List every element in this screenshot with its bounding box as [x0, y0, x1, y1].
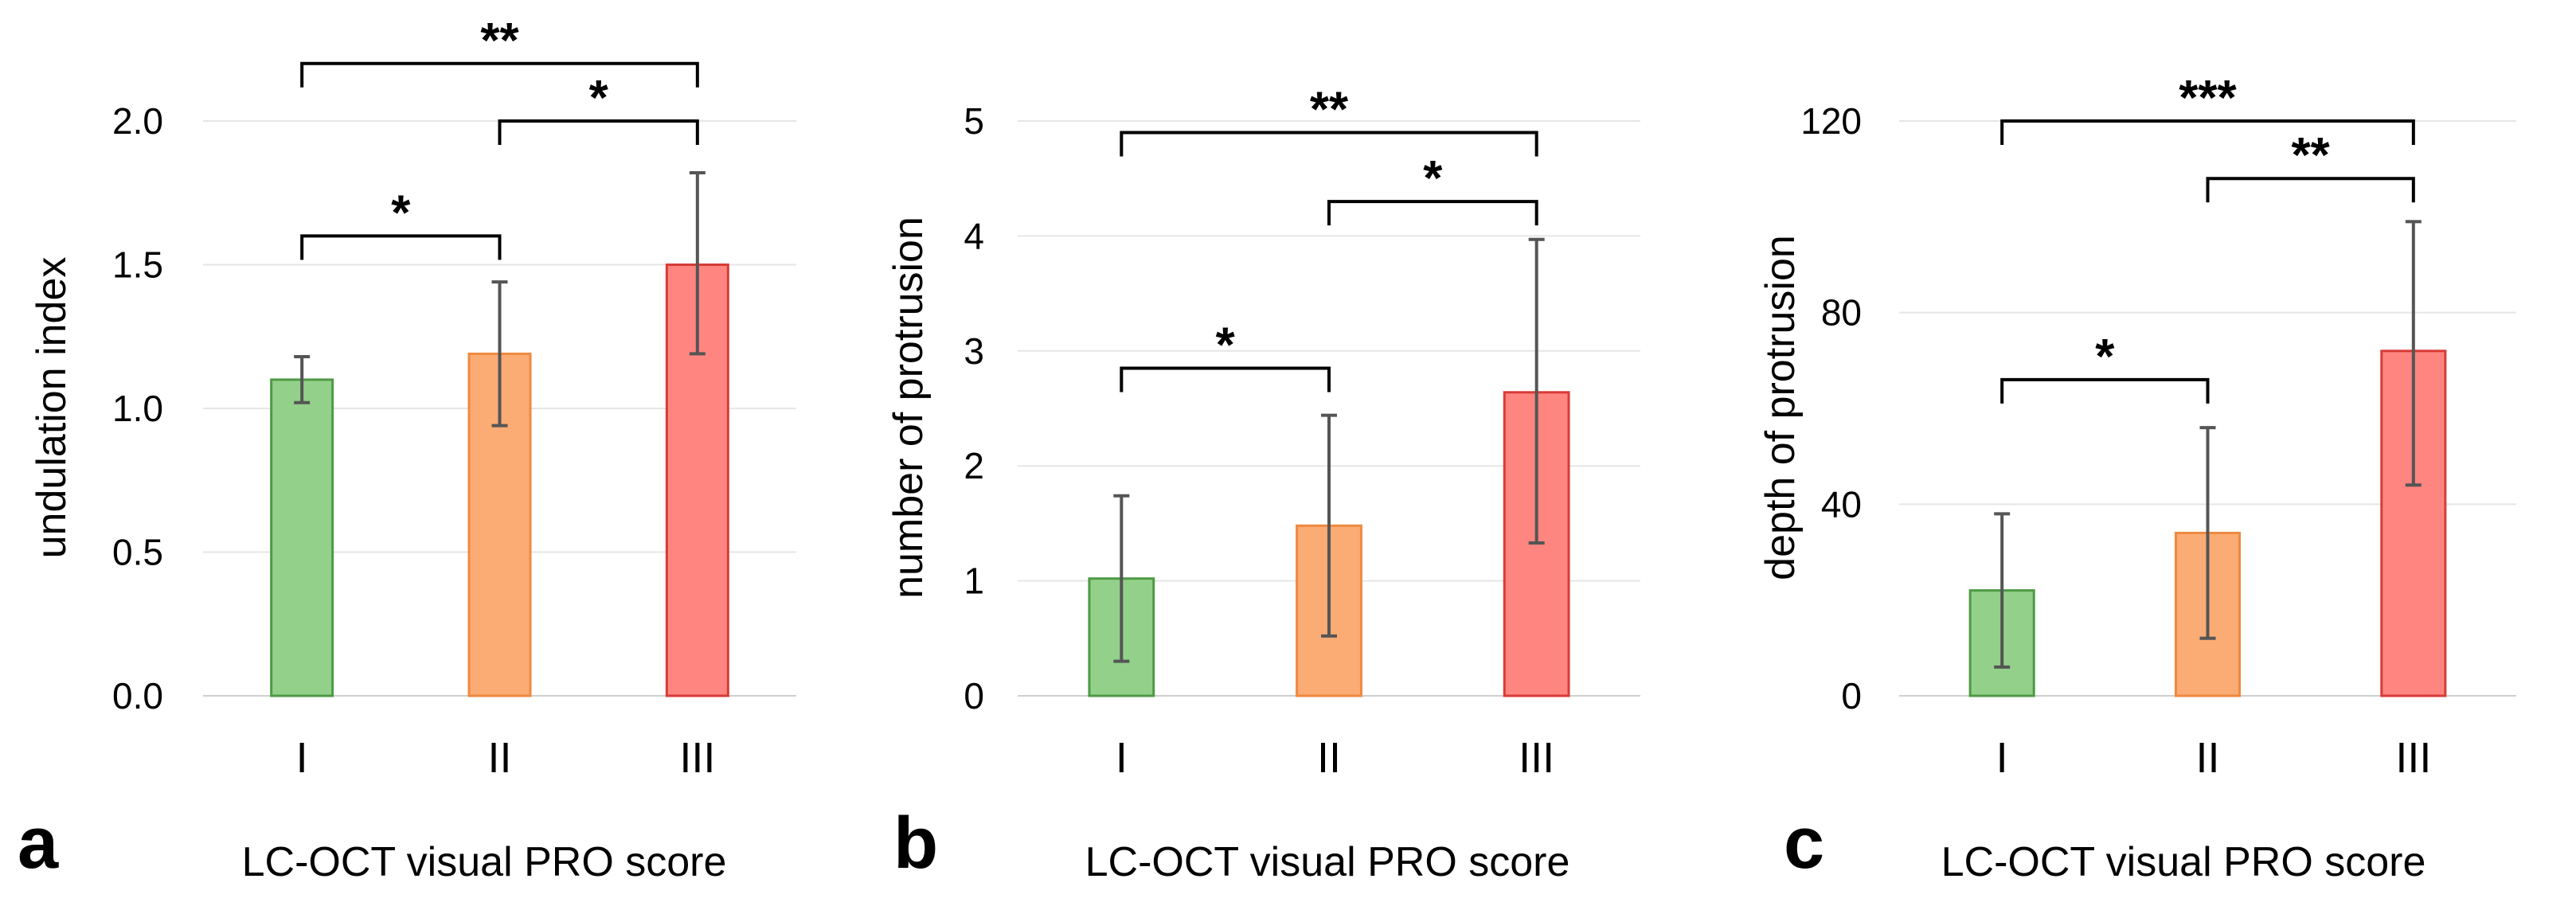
- panel-a-y-axis-label: undulation index: [29, 257, 75, 559]
- panel-b-significance-bracket: [1120, 131, 1538, 157]
- panel-a-y-tick-label: 0.5: [112, 532, 163, 573]
- panel-a-y-tick-label: 1.5: [112, 244, 163, 286]
- panel-b-y-tick-label: 2: [964, 445, 984, 486]
- panel-c-y-tick-label: 40: [1821, 483, 1862, 525]
- panel-a-significance-bracket: [300, 234, 502, 260]
- panel-b-x-axis-label: LC-OCT visual PRO score: [1085, 839, 1570, 885]
- panel-c-y-axis-label: depth of protrusion: [1757, 235, 1804, 580]
- panel-b-significance-label: *: [1423, 151, 1443, 206]
- panel-c-category-label: II: [2195, 734, 2219, 782]
- panel-b: b LC-OCT visual PRO score number of prot…: [885, 82, 1640, 885]
- panel-b-y-tick-label: 3: [964, 330, 984, 372]
- panel-c-significance-bracket: [2000, 377, 2210, 404]
- panel-b-category-label: III: [1519, 734, 1554, 782]
- panel-c-category-label: III: [2395, 734, 2431, 782]
- panel-a-category-label: III: [679, 734, 715, 782]
- panel-a-bar-I: [270, 378, 334, 697]
- panel-b-y-tick-label: 0: [964, 675, 984, 717]
- panel-b-significance-label: *: [1216, 318, 1236, 373]
- panel-c-significance-bracket: [2000, 119, 2415, 145]
- panel-a-category-label: I: [296, 734, 308, 782]
- panel-b-label: b: [893, 803, 938, 884]
- panel-c-significance-label: **: [2292, 128, 2331, 183]
- panel-c-significance-bracket: [2206, 177, 2415, 203]
- panel-c-y-tick-label: 0: [1841, 675, 1862, 717]
- panel-c-y-tick-label: 120: [1800, 100, 1862, 142]
- panel-a: a LC-OCT visual PRO score undulation ind…: [18, 14, 796, 885]
- panel-c-significance-label: *: [2095, 330, 2115, 385]
- panel-a-significance-label: *: [589, 71, 609, 126]
- panel-a-plot: 0.00.51.01.52.0I II III****: [112, 14, 796, 782]
- panel-a-category-label: II: [487, 734, 511, 782]
- panel-a-significance-label: **: [480, 14, 519, 68]
- panel-a-x-axis-label: LC-OCT visual PRO score: [242, 839, 727, 885]
- panel-b-category-label: I: [1116, 734, 1128, 782]
- panel-b-y-axis-label: number of protrusion: [885, 217, 932, 599]
- panel-a-label: a: [18, 803, 59, 884]
- panel-c-category-label: I: [1996, 734, 2008, 782]
- panel-b-category-label: II: [1317, 734, 1341, 782]
- panel-c-y-tick-label: 80: [1821, 292, 1862, 334]
- panel-c-x-axis-label: LC-OCT visual PRO score: [1941, 839, 2426, 885]
- panel-a-significance-bracket: [300, 61, 699, 88]
- panel-b-y-tick-label: 1: [964, 560, 984, 602]
- panel-b-significance-bracket: [1120, 366, 1331, 392]
- panel-a-significance-label: *: [391, 185, 411, 240]
- panel-b-y-tick-label: 4: [964, 215, 984, 256]
- panel-a-y-tick-label: 2.0: [112, 100, 163, 142]
- panel-c-significance-label: ***: [2179, 71, 2237, 126]
- panel-b-y-tick-label: 5: [964, 100, 984, 142]
- panel-b-significance-label: **: [1310, 82, 1349, 137]
- panel-b-significance-bracket: [1327, 200, 1538, 226]
- panel-c-label: c: [1784, 803, 1824, 884]
- panel-c: c LC-OCT visual PRO score depth of protr…: [1757, 71, 2516, 885]
- panel-a-significance-bracket: [498, 119, 699, 145]
- panel-a-y-tick-label: 1.0: [112, 388, 163, 429]
- panel-a-y-tick-label: 0.0: [112, 675, 163, 717]
